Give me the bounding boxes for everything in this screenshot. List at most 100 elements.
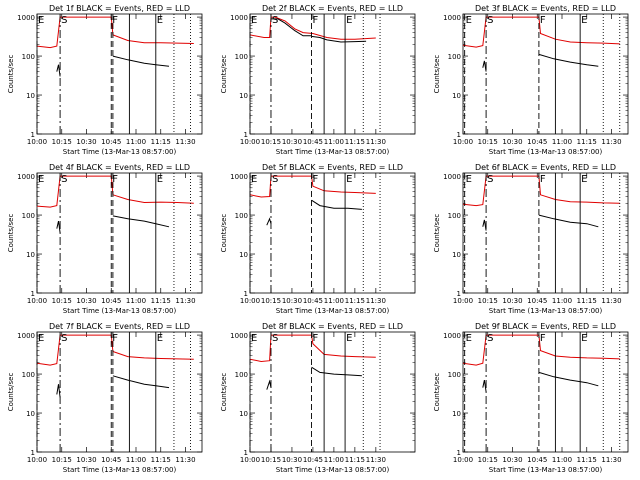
x-tick-label: 11:00	[552, 456, 572, 464]
x-tick-label: 10:00	[27, 456, 47, 464]
plot-frame	[36, 172, 203, 294]
x-axis-label: Start Time (13-Mar-13 08:57:00)	[489, 466, 603, 474]
y-tick-label: 10	[452, 410, 461, 418]
y-tick-label: 10	[26, 251, 35, 259]
y-tick-label: 1000	[17, 14, 35, 22]
marker-label: E	[466, 174, 472, 185]
x-tick-label: 10:00	[27, 138, 47, 146]
x-tick-label: 10:00	[27, 297, 47, 305]
plot-frame	[249, 13, 416, 135]
x-tick-label: 11:30	[366, 297, 386, 305]
marker-label: E	[38, 174, 44, 185]
panel-title: Det 7f BLACK = Events, RED = LLD	[49, 322, 190, 331]
marker-label: E	[38, 15, 44, 26]
marker-label: E	[346, 15, 352, 26]
marker-label: E	[251, 174, 257, 185]
panel-det-1: Det 1f BLACK = Events, RED = LLD Counts/s…	[7, 4, 203, 156]
x-tick-label: 11:15	[577, 138, 597, 146]
y-tick-label: 10	[239, 92, 248, 100]
x-tick-label: 10:45	[527, 456, 547, 464]
series-line	[250, 175, 376, 198]
y-axis-label: Counts/sec	[7, 55, 15, 94]
y-axis-label: Counts/sec	[433, 214, 441, 253]
x-tick-label: 10:30	[282, 297, 302, 305]
y-tick-label: 100	[22, 53, 35, 61]
marker-label: E	[251, 333, 257, 344]
marker-label: F	[313, 333, 319, 344]
x-tick-label: 11:30	[175, 297, 195, 305]
y-tick-label: 100	[448, 212, 461, 220]
y-tick-label: 100	[448, 371, 461, 379]
x-tick-label: 11:15	[151, 297, 171, 305]
y-tick-label: 1	[31, 449, 35, 457]
x-tick-label: 10:45	[303, 297, 323, 305]
y-tick-label: 1	[457, 131, 461, 139]
plot-frame	[462, 13, 629, 135]
y-tick-label: 1000	[17, 332, 35, 340]
x-tick-label: 10:15	[52, 138, 72, 146]
y-axis-label: Counts/sec	[7, 373, 15, 412]
marker-label: S	[61, 174, 67, 185]
x-tick-label: 11:15	[577, 297, 597, 305]
x-tick-label: 10:45	[527, 138, 547, 146]
x-tick-label: 10:45	[527, 297, 547, 305]
y-axis-label: Counts/sec	[433, 373, 441, 412]
series-line	[112, 55, 170, 67]
y-tick-label: 100	[235, 53, 248, 61]
panel-title: Det 3f BLACK = Events, RED = LLD	[475, 4, 616, 13]
marker-label: F	[313, 174, 319, 185]
y-tick-label: 1	[31, 131, 35, 139]
x-tick-label: 10:15	[52, 456, 72, 464]
marker-label: S	[272, 174, 278, 185]
y-tick-label: 1	[31, 290, 35, 298]
x-tick-label: 11:30	[366, 456, 386, 464]
marker-label: E	[581, 174, 587, 185]
series-line	[538, 214, 599, 228]
marker-label: E	[581, 333, 587, 344]
x-tick-label: 10:30	[502, 138, 522, 146]
panel-det-5: Det 5f BLACK = Events, RED = LLD Counts/s…	[220, 163, 416, 315]
x-tick-label: 10:45	[101, 297, 121, 305]
x-tick-label: 11:00	[126, 456, 146, 464]
x-tick-label: 10:45	[101, 138, 121, 146]
marker-label: E	[157, 15, 163, 26]
x-tick-label: 10:15	[478, 456, 498, 464]
series-line	[463, 16, 620, 48]
panel-det-3: Det 3f BLACK = Events, RED = LLD Counts/s…	[433, 4, 629, 156]
panel-det-4: Det 4f BLACK = Events, RED = LLD Counts/s…	[7, 163, 203, 315]
y-tick-label: 100	[235, 371, 248, 379]
panel-det-9: Det 9f BLACK = Events, RED = LLD Counts/s…	[433, 322, 629, 474]
y-tick-label: 100	[22, 371, 35, 379]
panel-det-8: Det 8f BLACK = Events, RED = LLD Counts/s…	[220, 322, 416, 474]
series-line	[112, 375, 170, 389]
marker-label: E	[157, 333, 163, 344]
y-axis-label: Counts/sec	[220, 214, 228, 253]
x-axis-label: Start Time (13-Mar-13 08:57:00)	[276, 148, 390, 156]
x-tick-label: 10:30	[76, 456, 96, 464]
x-tick-label: 11:15	[151, 138, 171, 146]
series-line	[482, 60, 487, 72]
y-tick-label: 1000	[230, 14, 248, 22]
marker-label: F	[112, 333, 118, 344]
y-tick-label: 1000	[443, 173, 461, 181]
y-axis-label: Counts/sec	[220, 373, 228, 412]
x-tick-label: 11:00	[552, 297, 572, 305]
marker-label: S	[61, 15, 67, 26]
x-axis-label: Start Time (13-Mar-13 08:57:00)	[63, 148, 177, 156]
y-tick-label: 1000	[230, 173, 248, 181]
y-tick-label: 1000	[443, 14, 461, 22]
y-tick-label: 100	[22, 212, 35, 220]
x-tick-label: 10:45	[303, 456, 323, 464]
panel-det-7: Det 7f BLACK = Events, RED = LLD Counts/s…	[7, 322, 203, 474]
y-tick-label: 10	[239, 251, 248, 259]
y-tick-label: 100	[448, 53, 461, 61]
y-tick-label: 1000	[230, 332, 248, 340]
y-tick-label: 1	[457, 449, 461, 457]
marker-label: F	[540, 174, 546, 185]
marker-label: F	[112, 174, 118, 185]
panel-title: Det 5f BLACK = Events, RED = LLD	[262, 163, 403, 172]
marker-label: S	[487, 15, 493, 26]
x-axis-label: Start Time (13-Mar-13 08:57:00)	[63, 307, 177, 315]
x-tick-label: 10:45	[303, 138, 323, 146]
